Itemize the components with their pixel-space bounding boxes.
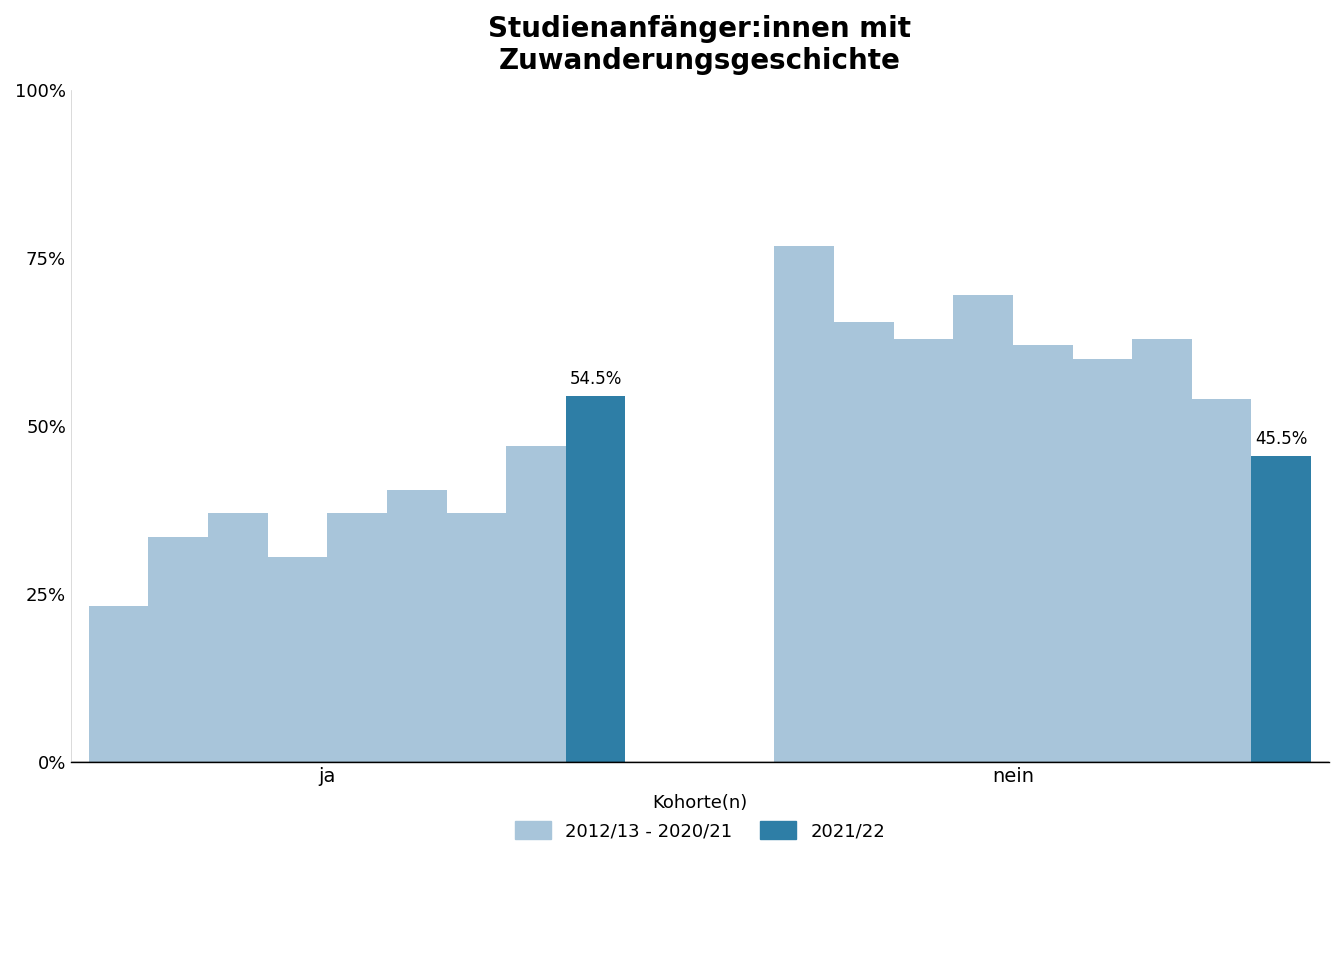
Legend: 2012/13 - 2020/21, 2021/22: 2012/13 - 2020/21, 2021/22 [515,794,884,840]
Bar [387,490,446,762]
Bar [507,446,566,762]
Bar [1192,399,1251,762]
Bar [1132,339,1192,762]
Bar [1251,456,1312,762]
Text: 45.5%: 45.5% [1255,430,1308,448]
Bar [267,557,327,762]
Bar [208,514,267,762]
Bar [1073,359,1132,762]
Bar [327,514,387,762]
Bar [566,396,625,762]
Title: Studienanfänger:innen mit
Zuwanderungsgeschichte: Studienanfänger:innen mit Zuwanderungsge… [488,15,911,76]
Bar [894,339,953,762]
Bar [835,322,894,762]
Bar [774,246,835,762]
Bar [1013,346,1073,762]
Bar [446,514,507,762]
Text: 54.5%: 54.5% [570,370,622,388]
Bar [89,606,148,762]
Bar [148,537,208,762]
Bar [953,295,1013,762]
